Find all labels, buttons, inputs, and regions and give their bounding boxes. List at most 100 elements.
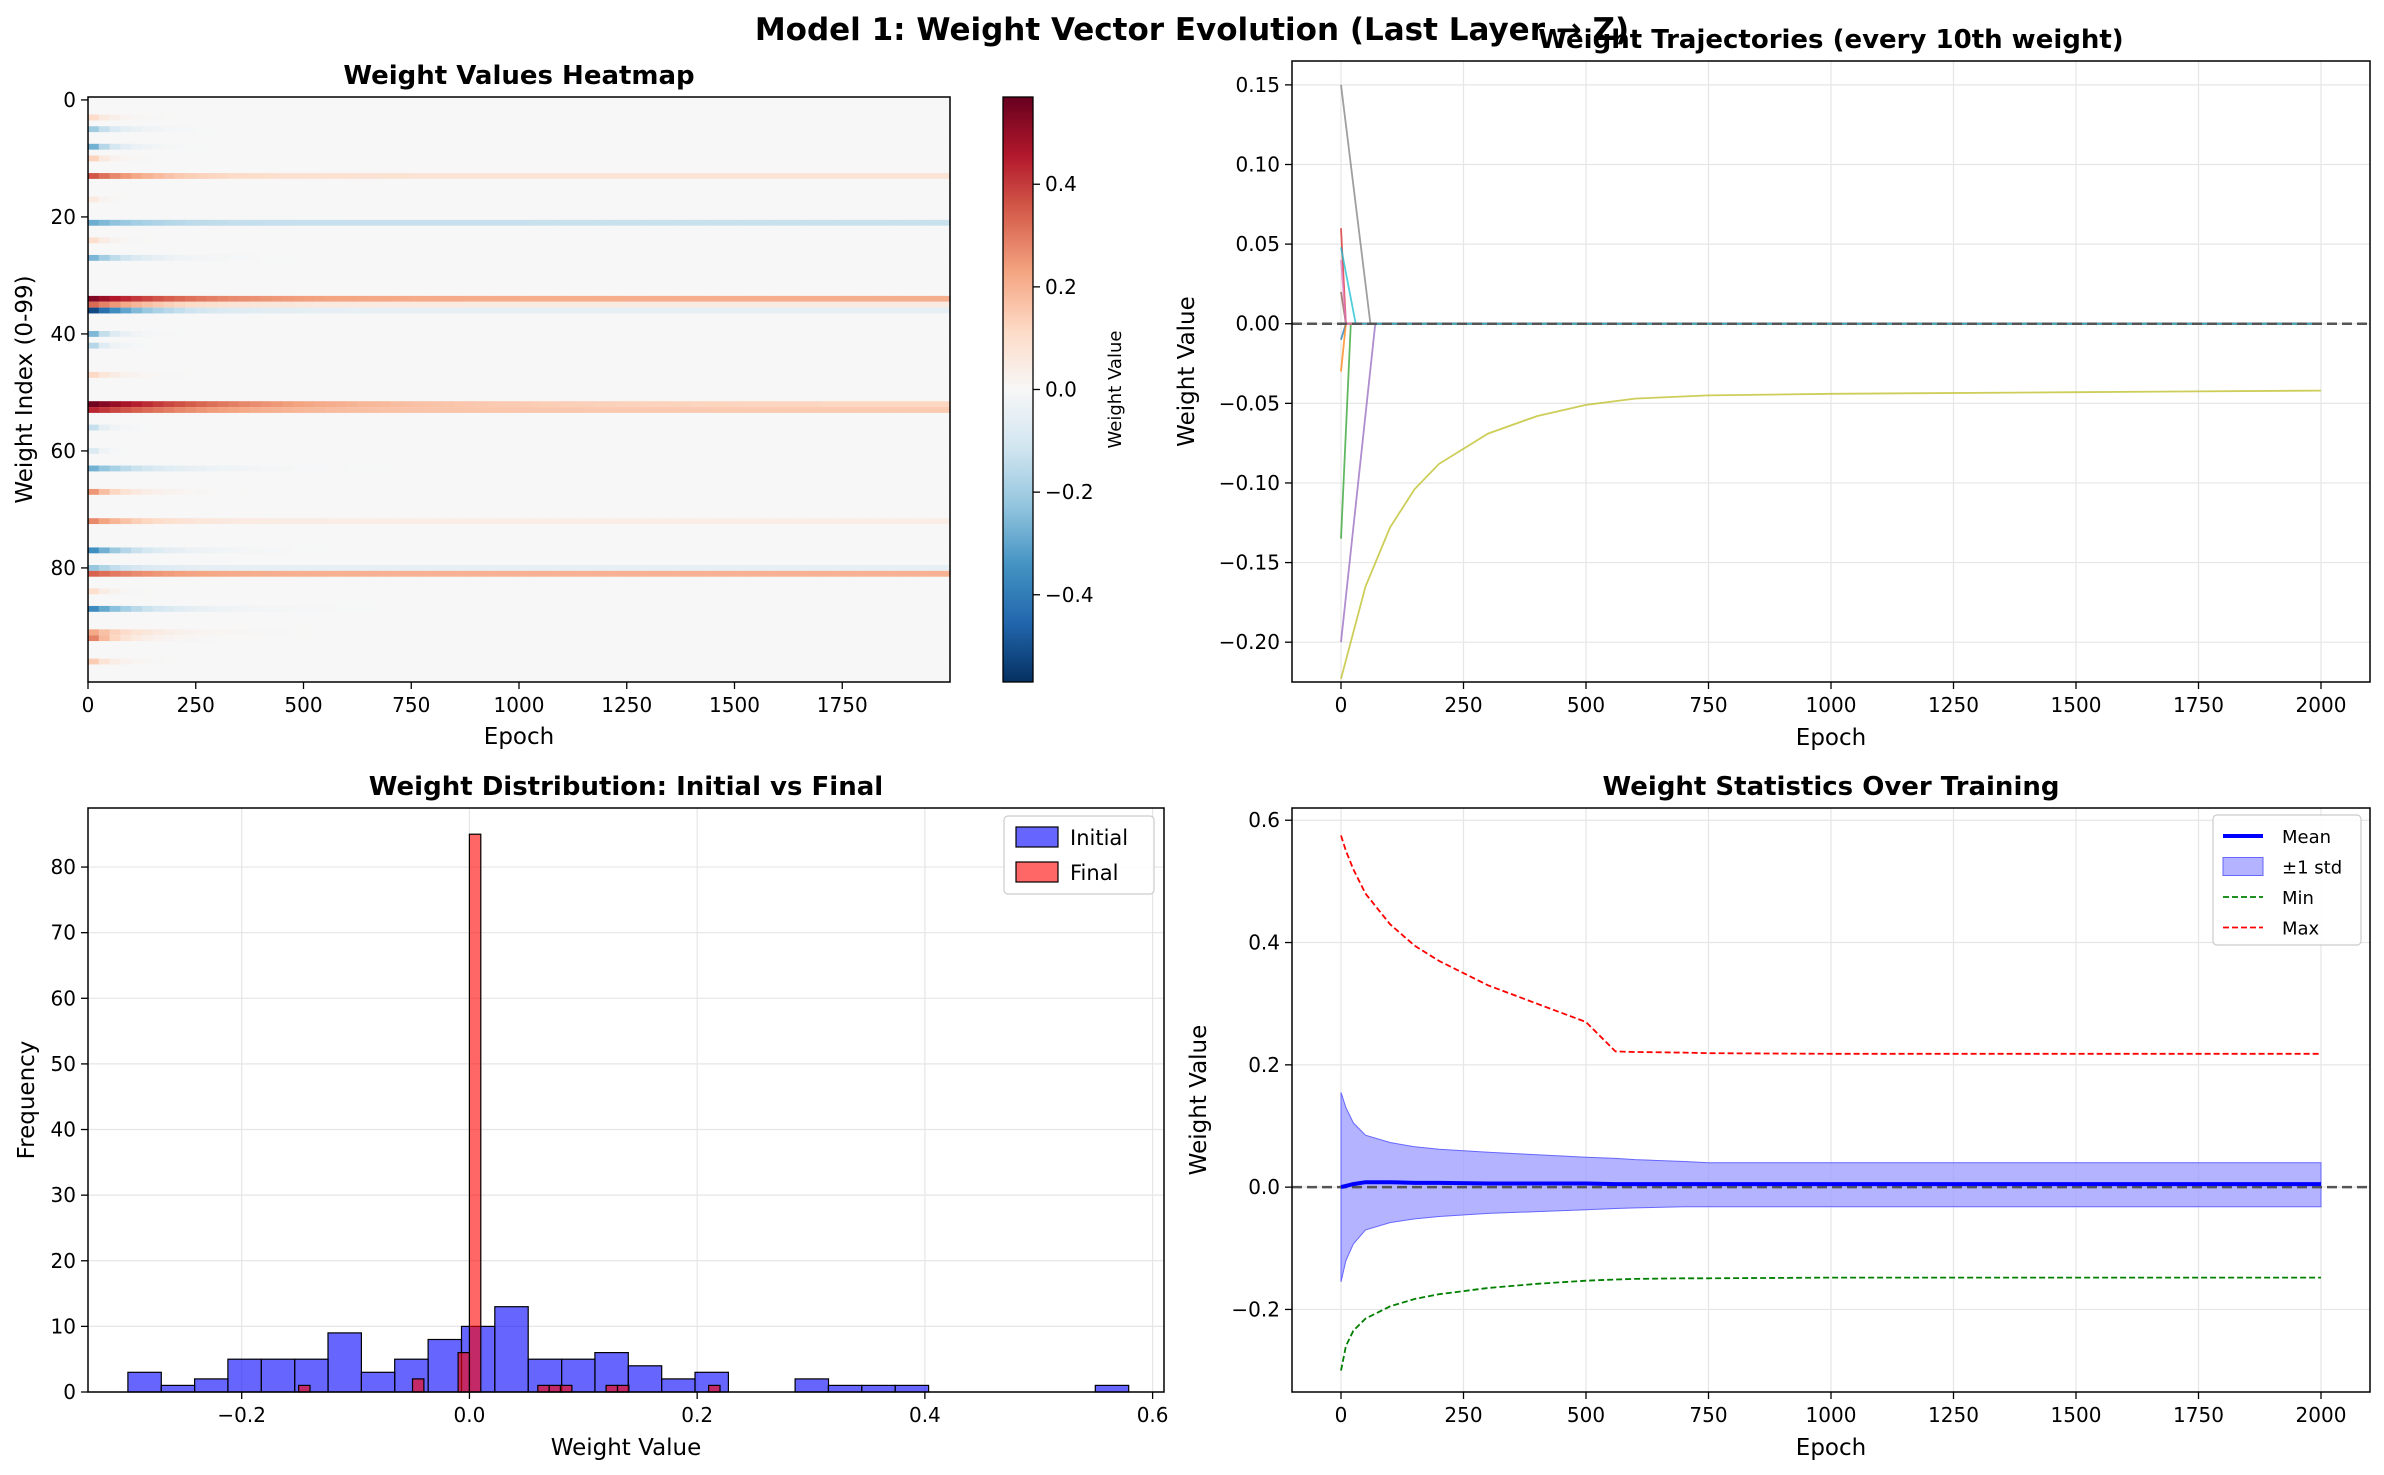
heatmap-cell <box>615 301 628 308</box>
heatmap-cell <box>540 588 552 595</box>
heatmap-cell <box>648 547 660 554</box>
heatmap-cell <box>163 588 175 595</box>
heatmap-cell <box>831 342 843 349</box>
heatmap-cell <box>131 547 143 554</box>
heatmap-cell <box>799 565 811 571</box>
heatmap-cell <box>659 565 671 571</box>
heatmap-cell <box>303 465 315 472</box>
heatmap-cell <box>745 173 757 179</box>
heatmap-cell <box>788 301 800 308</box>
heatmap-cell <box>184 126 197 133</box>
heatmap-cell <box>217 219 229 226</box>
heatmap-cell <box>615 605 628 612</box>
heatmap-cell <box>615 424 628 431</box>
heatmap-cell <box>691 570 703 577</box>
y-tick-label: 0.0 <box>1248 1175 1280 1199</box>
heatmap-cell <box>712 331 725 337</box>
heatmap-cell <box>249 658 262 665</box>
heatmap-cell <box>788 547 800 554</box>
heatmap-cell <box>551 301 563 308</box>
heatmap-cell <box>217 114 229 121</box>
heatmap-cell <box>228 307 240 314</box>
heatmap-cell <box>260 570 272 577</box>
heatmap-cell <box>820 465 833 472</box>
heatmap-cell <box>163 143 175 150</box>
heatmap-cell <box>831 448 843 454</box>
heatmap-cell <box>831 518 843 525</box>
heatmap-cell <box>680 635 693 642</box>
heatmap-row <box>88 547 951 554</box>
heatmap-cell <box>562 295 574 302</box>
heatmap-cell <box>465 448 477 454</box>
heatmap-cell <box>659 371 671 378</box>
heatmap-cell <box>432 588 445 595</box>
heatmap-cell <box>928 465 940 472</box>
heatmap-cell <box>508 635 520 642</box>
heatmap-cell <box>756 219 768 226</box>
heatmap-cell <box>508 401 520 408</box>
heatmap-cell <box>831 307 843 314</box>
heatmap-cell <box>626 407 639 413</box>
heatmap-cell <box>863 196 876 203</box>
heatmap-cell <box>648 605 660 612</box>
heatmap-cell <box>669 658 682 665</box>
heatmap-cell <box>249 588 262 595</box>
heatmap-cell <box>174 155 186 162</box>
heatmap-cell <box>583 424 596 431</box>
heatmap-cell <box>648 424 660 431</box>
heatmap-cell <box>863 570 876 577</box>
heatmap-cell <box>238 565 251 571</box>
heatmap-cell <box>831 658 843 665</box>
heatmap-cell <box>357 237 369 244</box>
heatmap-cell <box>648 301 660 308</box>
heatmap-cell <box>939 196 951 203</box>
heatmap-cell <box>249 219 262 226</box>
heatmap-cell <box>465 635 477 642</box>
heatmap-cell <box>562 518 574 525</box>
heatmap-cell <box>723 155 736 162</box>
heatmap-cell <box>120 301 132 308</box>
heatmap-cell <box>163 219 175 226</box>
heatmap-cell <box>486 114 499 121</box>
heatmap-cell <box>540 629 552 636</box>
heatmap-cell <box>292 342 305 349</box>
heatmap-cell <box>271 518 283 525</box>
heatmap-cell <box>163 371 175 378</box>
heatmap-cell <box>885 237 897 244</box>
heatmap-cell <box>917 407 930 413</box>
heatmap-cell <box>551 605 563 612</box>
heatmap-cell <box>400 143 412 150</box>
heatmap-cell <box>335 629 348 636</box>
heatmap-cell <box>615 588 628 595</box>
heatmap-cell <box>443 342 455 349</box>
heatmap-cell <box>669 126 682 133</box>
heatmap-cell <box>109 424 121 431</box>
heatmap-cell <box>842 448 854 454</box>
heatmap-cell <box>260 547 272 554</box>
heatmap-cell <box>184 588 197 595</box>
initial-bar <box>494 1306 529 1393</box>
heatmap-cell <box>368 126 380 133</box>
heatmap-cell <box>917 254 930 261</box>
heatmap-cell <box>378 342 391 349</box>
heatmap-cell <box>217 518 229 525</box>
heatmap-cell <box>335 658 348 665</box>
heatmap-cell <box>432 424 445 431</box>
heatmap-cell <box>184 448 197 454</box>
heatmap-cell <box>766 401 779 408</box>
heatmap-cell <box>443 605 455 612</box>
heatmap-cell <box>756 570 768 577</box>
heatmap-cell <box>152 518 165 525</box>
heatmap-cell <box>260 448 272 454</box>
heatmap-cell <box>896 401 908 408</box>
heatmap-cell <box>809 114 822 121</box>
heatmap-cell <box>853 295 865 302</box>
heatmap-cell <box>303 488 315 495</box>
heatmap-cell <box>378 114 391 121</box>
heatmap-cell <box>238 173 251 179</box>
heatmap-cell <box>519 658 531 665</box>
heatmap-cell <box>195 588 208 595</box>
heatmap-cell <box>562 237 574 244</box>
heatmap-cell <box>551 237 563 244</box>
heatmap-cell <box>842 407 854 413</box>
